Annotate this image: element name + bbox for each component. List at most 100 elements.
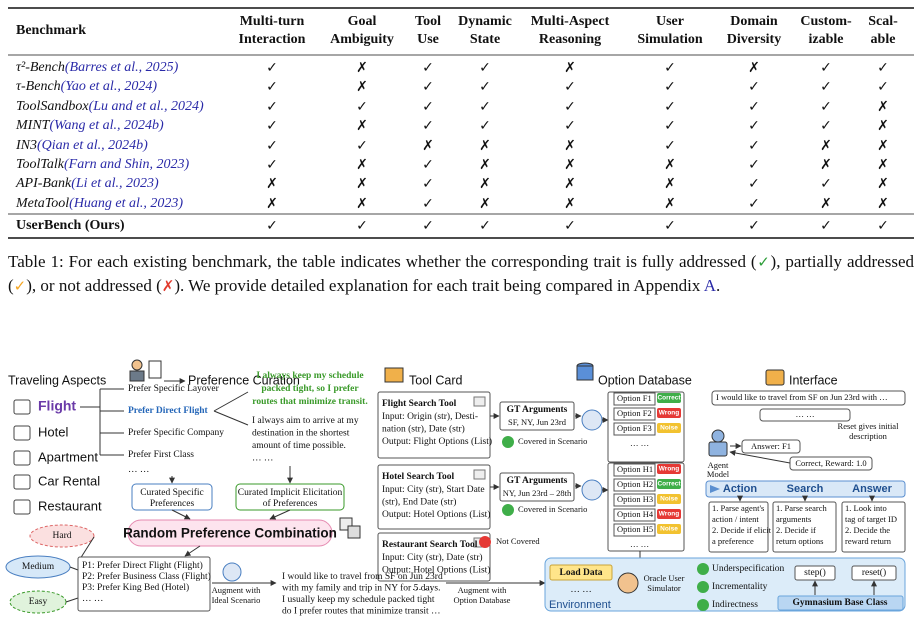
gt-box <box>499 401 575 431</box>
column-header: Interaction <box>239 32 306 47</box>
caption-text: ), or not addressed ( <box>26 276 162 295</box>
aspect: Car Rental <box>38 473 100 488</box>
option-tag <box>657 509 681 519</box>
step-label: step() <box>804 567 826 578</box>
tool-line: Output: Flight Options (List) <box>382 436 492 447</box>
base-class-box <box>777 595 904 611</box>
column-header: able <box>871 32 896 47</box>
prompt-text: I would like to travel from SF on Jun 23… <box>716 392 888 402</box>
handler-text: 1. Parse search <box>776 503 827 513</box>
citation-link: (Farn and Shin, 2023) <box>64 157 190 172</box>
citation-link: (Yao et al., 2024) <box>61 79 158 94</box>
handler-text: action / intent <box>712 514 759 524</box>
caption-mark: ✗ <box>161 277 175 295</box>
column-header: User <box>656 14 684 29</box>
option-tag-label: Wrong <box>659 410 679 417</box>
trait-mark: ✓ <box>356 99 368 115</box>
trait-mark: ✗ <box>877 196 889 212</box>
benchmark-title: MetaTool <box>15 196 69 211</box>
option-tag-label: Noise <box>660 526 678 533</box>
trait-mark: ✗ <box>266 196 278 212</box>
citation-link: (Qian et al., 2024b) <box>37 138 148 153</box>
trait-mark: ✓ <box>748 99 760 115</box>
option-tag-label: Wrong <box>659 511 679 518</box>
handler-text: reward return <box>845 536 892 546</box>
column-header: Reasoning <box>539 32 601 47</box>
implicit-text: amount of time possible. <box>252 440 346 451</box>
option-tag-label: Correct <box>657 395 681 402</box>
column-header: Use <box>417 32 439 47</box>
history-bubble <box>759 408 851 422</box>
trait-mark: ✗ <box>664 157 676 173</box>
oracle-label: Simulator <box>647 583 681 593</box>
reset-note: description <box>849 431 888 441</box>
property-label: Underspecification <box>712 563 785 574</box>
combination-item: P2: Prefer Business Class (Flight) <box>82 571 211 582</box>
trait-mark: ✓ <box>422 157 434 173</box>
benchmark-title: API-Bank <box>15 176 72 191</box>
trait-mark: ✓ <box>748 157 760 173</box>
section-title: Traveling Aspects <box>8 373 106 387</box>
person-icon <box>129 370 145 382</box>
trait-mark: ✓ <box>422 196 434 212</box>
aspect-icon <box>13 474 31 490</box>
trait-mark: ✓ <box>748 118 760 134</box>
preference: Prefer Direct Flight <box>128 406 208 416</box>
trait-mark: ✓ <box>266 218 278 234</box>
caption-mark: ✓ <box>756 253 771 271</box>
tool-line: Input: City (str), Date (str) <box>382 552 483 563</box>
history-text: … … <box>795 409 814 419</box>
trait-mark: ✓ <box>664 138 676 154</box>
oracle-label: Oracle User <box>644 573 685 583</box>
trait-mark: ✓ <box>564 218 576 234</box>
appendix-link[interactable]: A <box>703 276 716 295</box>
benchmark-name: IN3(Qian et al., 2024b) <box>15 138 148 153</box>
option-tag <box>657 393 681 403</box>
trait-mark: ✓ <box>479 99 491 115</box>
augment-label: Ideal Scenario <box>212 595 261 605</box>
trait-mark: ✗ <box>664 196 676 212</box>
trait-mark: ✓ <box>748 176 760 192</box>
column-header: Simulation <box>637 32 703 47</box>
base-class-label: Gymnasium Base Class <box>792 598 887 608</box>
option-tag-label: Correct <box>657 481 681 488</box>
tool-more: … … <box>412 583 433 593</box>
trait-mark: ✓ <box>479 60 491 76</box>
implicit-quote: packed tight, so I prefer <box>261 384 359 394</box>
trait-mark: ✓ <box>664 79 676 95</box>
column-header: Custom- <box>800 14 852 29</box>
option-tag <box>657 464 681 474</box>
coverage-icon <box>479 536 491 548</box>
option-box <box>613 478 656 492</box>
caption-text: Table 1: For each existing benchmark, th… <box>8 252 757 271</box>
connector <box>79 536 95 560</box>
tool-line: (str), End Date (str) <box>382 497 456 508</box>
reward-bubble <box>789 456 873 471</box>
trait-mark: ✗ <box>820 157 832 173</box>
tool-line: Input: Origin (str), Desti- <box>382 411 478 422</box>
combination-item: … … <box>82 594 103 604</box>
card-icon <box>473 469 486 480</box>
implicit-text: I always aim to arrive at my <box>252 416 359 426</box>
trait-mark: ✓ <box>664 99 676 115</box>
preference: Prefer Specific Layover <box>128 383 220 394</box>
tool-line: Output: Hotel Options (List) <box>382 565 490 576</box>
aspect: Restaurant <box>38 498 102 513</box>
trait-mark: ✗ <box>479 157 491 173</box>
benchmark-title: ToolSandbox <box>16 99 89 114</box>
citation-link: (Lu and et al., 2024) <box>89 99 204 114</box>
implicit-quote: routes that minimize transit. <box>252 397 367 407</box>
option-tag <box>657 408 681 418</box>
column-header: State <box>470 32 500 47</box>
trait-mark: ✗ <box>820 196 832 212</box>
option-box <box>613 392 656 406</box>
coverage-label: Not Covered <box>496 536 540 546</box>
trait-mark: ✗ <box>564 157 576 173</box>
model-icon <box>222 562 242 582</box>
implicit-text: destination in the shortest <box>252 429 350 439</box>
trait-mark: ✓ <box>266 60 278 76</box>
scenario-text: with my family and trip in NY for 5 days… <box>282 583 441 594</box>
tool-line: nation (str), Date (str) <box>382 424 465 435</box>
property-label: Incrementality <box>712 582 768 592</box>
trait-mark: ✓ <box>820 99 832 115</box>
